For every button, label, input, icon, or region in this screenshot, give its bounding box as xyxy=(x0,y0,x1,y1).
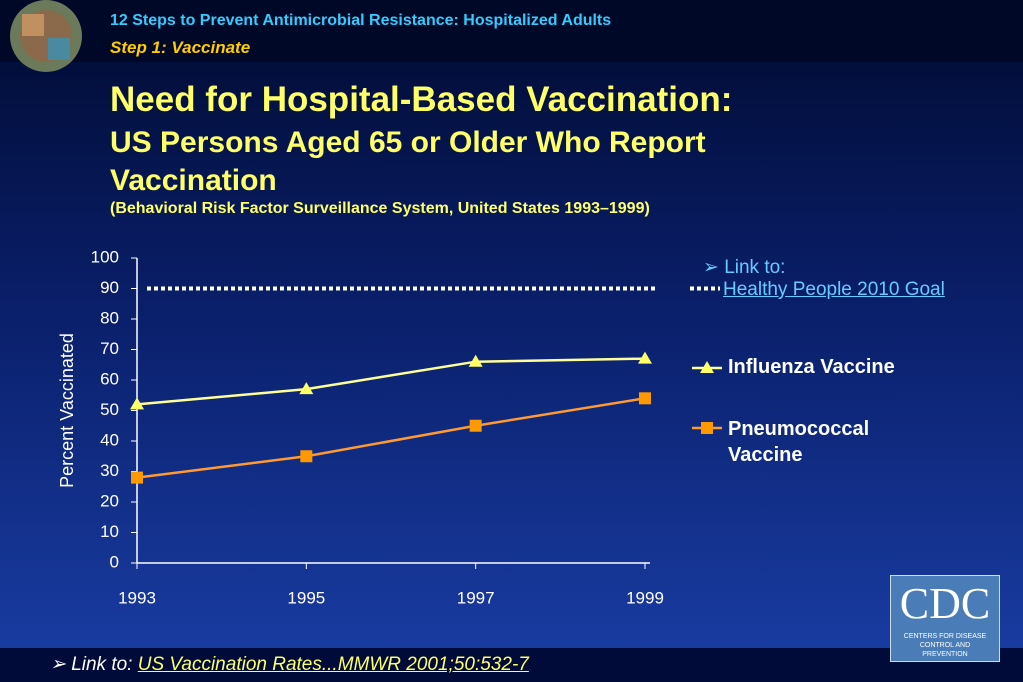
y-tick-label: 70 xyxy=(100,339,119,358)
step-title: Step 1: Vaccinate xyxy=(110,38,251,57)
legend-label: Pneumococcal Vaccine xyxy=(728,418,870,466)
logo-name: CDC xyxy=(899,579,991,628)
x-tick-label: 1997 xyxy=(457,588,495,607)
goal-link-label[interactable]: Healthy People 2010 Goal xyxy=(723,279,945,300)
data-point xyxy=(639,392,651,405)
y-tick-label: 30 xyxy=(100,461,119,480)
footer-link: ➢ Link to: US Vaccination Rates...MMWR 2… xyxy=(50,653,529,676)
chart-subtitle: US Persons Aged 65 or Older Who Report V… xyxy=(110,126,706,197)
y-tick-label: 10 xyxy=(100,522,119,541)
chart-note: (Behavioral Risk Factor Surveillance Sys… xyxy=(110,200,650,217)
legend-marker xyxy=(700,361,714,373)
chart-title: Need for Hospital-Based Vaccination: xyxy=(110,80,733,119)
y-tick-label: 80 xyxy=(100,308,119,327)
y-tick-label: 60 xyxy=(100,369,119,388)
legend-marker xyxy=(701,422,713,434)
data-point xyxy=(638,351,652,364)
y-tick-label: 40 xyxy=(100,430,119,449)
data-point xyxy=(299,382,314,395)
y-tick-label: 20 xyxy=(100,491,119,510)
y-tick-label: 0 xyxy=(110,552,119,571)
footer-band xyxy=(0,648,1023,682)
logo-emblem xyxy=(10,0,82,72)
x-tick-label: 1995 xyxy=(287,588,325,607)
y-tick-label: 90 xyxy=(100,278,119,297)
series-title: 12 Steps to Prevent Antimicrobial Resist… xyxy=(110,12,612,29)
goal-link: ➢ Link to: Healthy People 2010 Goal xyxy=(703,256,945,301)
series-line xyxy=(136,357,646,406)
y-axis-label: Percent Vaccinated xyxy=(57,333,77,488)
cdc-logo: CDC Centers for Disease Control and Prev… xyxy=(890,575,1000,662)
arrow: ➢ xyxy=(703,257,725,278)
x-tick-label: 1999 xyxy=(626,588,664,607)
y-tick-label: 100 xyxy=(91,247,119,266)
link-prefix: Link to: xyxy=(724,257,786,278)
footer-link-label[interactable]: US Vaccination Rates...MMWR 2001;50:532-… xyxy=(137,654,529,675)
data-point xyxy=(468,354,483,367)
data-point xyxy=(300,450,313,463)
logo-caption: Centers for Disease Control and Preventi… xyxy=(903,633,987,658)
legend-label: Influenza Vaccine xyxy=(728,356,895,378)
y-tick-label: 50 xyxy=(100,400,119,419)
data-point xyxy=(131,471,143,484)
header-band xyxy=(0,0,1023,62)
series-line xyxy=(136,397,646,479)
x-tick-label: 1993 xyxy=(118,588,156,607)
data-point xyxy=(469,419,482,432)
data-point xyxy=(130,397,144,410)
link-prefix: Link to: xyxy=(71,654,133,675)
arrow: ➢ xyxy=(50,654,72,675)
